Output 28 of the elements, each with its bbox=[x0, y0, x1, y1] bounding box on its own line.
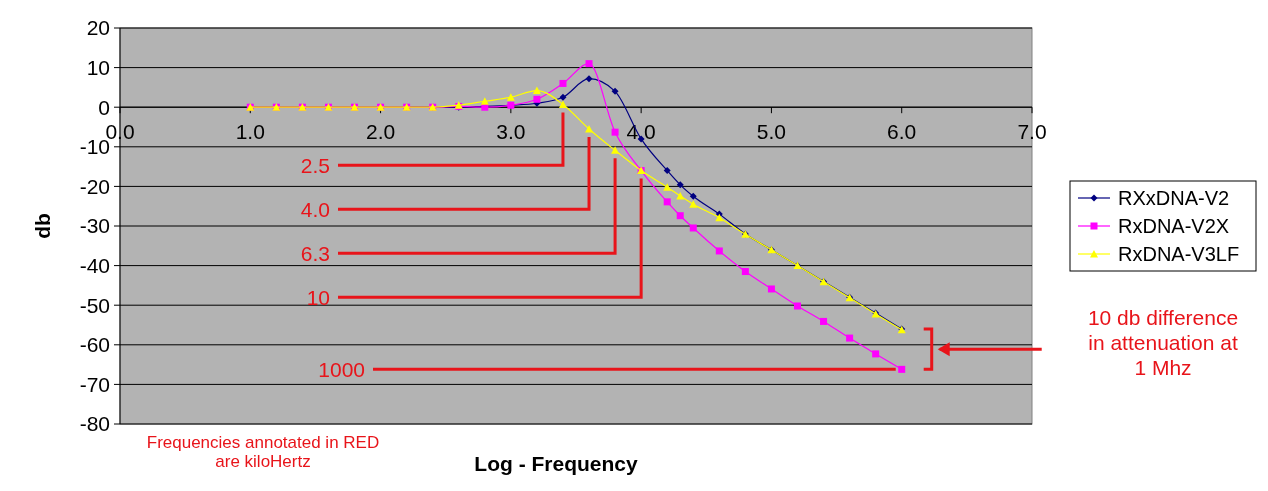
y-tick-label: 20 bbox=[86, 16, 110, 40]
x-tick-label: 1.0 bbox=[235, 119, 265, 143]
y-tick-label: -20 bbox=[79, 174, 110, 198]
text: 10 db difference in attenuation at 1 Mhz bbox=[1087, 305, 1239, 379]
annotation: 4.0 bbox=[300, 197, 330, 221]
y-tick-label: 10 bbox=[86, 55, 110, 79]
annotation: 1000 bbox=[318, 357, 365, 381]
x-tick-label: 6.0 bbox=[887, 119, 917, 143]
y-axis-title: db bbox=[31, 213, 54, 239]
x-tick-label: 3.0 bbox=[496, 119, 526, 143]
x-axis-title: Log - Frequency bbox=[474, 452, 638, 475]
legend-label: RXxDNA-V2 bbox=[1118, 187, 1230, 209]
x-tick-label: 7.0 bbox=[1017, 119, 1047, 143]
x-tick-label: 5.0 bbox=[756, 119, 787, 143]
legend-label: RxDNA-V2X bbox=[1118, 215, 1230, 237]
legend-label: RxDNA-V3LF bbox=[1118, 243, 1240, 265]
y-tick-label: -50 bbox=[79, 293, 110, 317]
y-tick-label: -80 bbox=[79, 412, 110, 436]
text: Frequencies annotated in RED are kiloHertz bbox=[146, 433, 380, 471]
annotation: 6.3 bbox=[300, 241, 330, 265]
y-tick-label: 0 bbox=[98, 95, 110, 119]
y-tick-label: -40 bbox=[79, 253, 110, 277]
annotation: 2.5 bbox=[300, 153, 330, 177]
annotation: 10 bbox=[306, 285, 330, 309]
y-tick-label: -70 bbox=[79, 372, 110, 396]
y-tick-label: -60 bbox=[79, 333, 110, 357]
x-tick-label: 2.0 bbox=[365, 119, 396, 143]
y-tick-label: -30 bbox=[79, 214, 110, 238]
